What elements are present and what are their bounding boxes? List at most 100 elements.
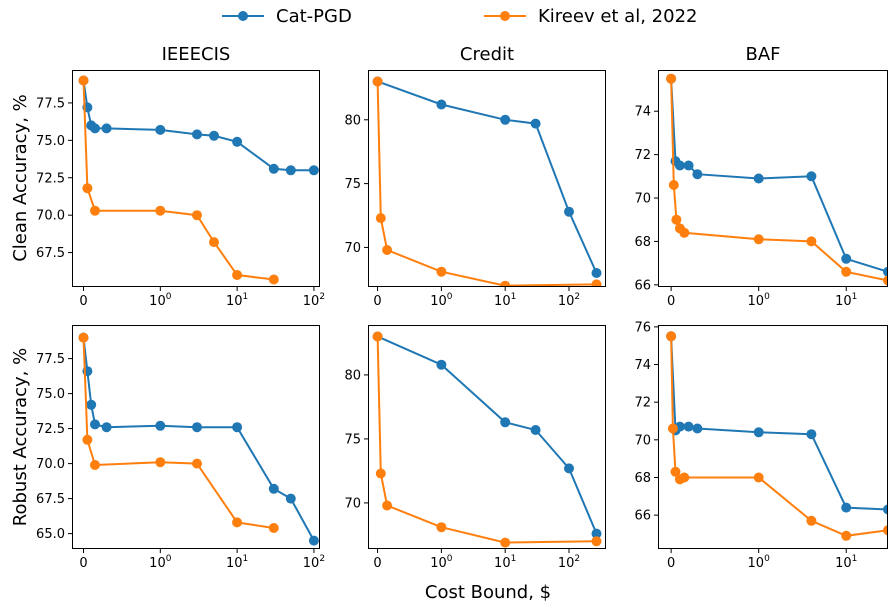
data-point xyxy=(382,500,393,511)
data-point xyxy=(82,434,93,445)
series-line xyxy=(670,336,888,511)
x-tick-label: 101 xyxy=(835,292,857,309)
data-point xyxy=(753,173,764,184)
data-point xyxy=(753,427,764,438)
legend-label: Cat-PGD xyxy=(276,6,352,27)
data-point xyxy=(683,160,694,171)
y-tick-label: 66 xyxy=(634,509,651,524)
x-tick-label: 102 xyxy=(558,292,580,309)
y-tick-label: 75.0 xyxy=(36,134,65,149)
data-point xyxy=(674,160,685,171)
data-point xyxy=(268,274,279,285)
y-tick-label: 67.5 xyxy=(36,246,65,261)
data-point xyxy=(591,528,602,539)
axes-frame xyxy=(368,325,606,549)
data-point xyxy=(90,123,100,134)
data-point xyxy=(841,530,852,541)
data-point xyxy=(155,205,166,216)
y-tick-label: 66 xyxy=(634,278,651,293)
series-kireev xyxy=(78,75,279,285)
data-point xyxy=(209,237,219,248)
x-tick-label: 100 xyxy=(748,292,771,309)
data-point xyxy=(692,169,703,180)
x-tick-label: 102 xyxy=(303,292,325,309)
panel-title: IEEECIS xyxy=(162,44,231,65)
data-point xyxy=(308,535,319,546)
y-tick-label: 74 xyxy=(634,358,651,373)
panel-title: BAF xyxy=(745,44,780,65)
data-point xyxy=(86,399,97,410)
data-point xyxy=(232,270,243,280)
data-point xyxy=(375,213,386,224)
panel-baf-robust: 66 68 70 72 74 76 0 100 101 xyxy=(634,320,888,571)
data-point xyxy=(155,124,166,135)
data-point xyxy=(436,99,447,110)
data-point xyxy=(841,266,852,277)
data-point xyxy=(375,468,386,479)
data-point xyxy=(232,422,243,433)
data-point xyxy=(666,331,677,342)
data-point xyxy=(530,425,541,435)
y-tick-label: 72 xyxy=(634,148,651,163)
axes-frame xyxy=(72,325,320,549)
data-point xyxy=(591,536,602,547)
data-point xyxy=(500,417,511,428)
data-point xyxy=(155,420,166,431)
series-kireev xyxy=(78,332,279,533)
series-line xyxy=(670,336,888,537)
series-line xyxy=(670,78,888,273)
x-tick-label: 0 xyxy=(667,556,675,571)
y-tick-label: 72.5 xyxy=(36,171,65,186)
series-cat-pgd xyxy=(372,76,602,278)
y-tick-label: 80 xyxy=(344,113,361,128)
data-point xyxy=(668,180,679,190)
data-point xyxy=(679,472,690,483)
data-point xyxy=(806,429,817,440)
panel-ieeecis-robust: 65.0 67.5 70.0 72.5 75.0 77.5 0 100 101 102 xyxy=(36,325,325,571)
x-tick-label: 102 xyxy=(558,554,580,571)
series-line xyxy=(376,336,597,544)
data-point xyxy=(692,423,703,434)
panel-title: Credit xyxy=(460,44,514,65)
x-tick-label: 101 xyxy=(835,554,857,571)
x-tick-label: 100 xyxy=(430,554,453,571)
y-tick-label: 70 xyxy=(344,241,361,256)
data-point xyxy=(667,423,678,434)
x-tick-label: 101 xyxy=(226,554,248,571)
data-point xyxy=(78,332,89,343)
x-tick-label: 0 xyxy=(79,556,87,571)
data-point xyxy=(82,183,93,194)
y-axis-label-clean: Clean Accuracy, % xyxy=(10,94,31,262)
series-kireev xyxy=(372,331,602,548)
x-tick-label: 100 xyxy=(149,292,172,309)
series-line xyxy=(82,80,274,281)
data-point xyxy=(679,227,690,238)
data-point xyxy=(372,76,383,87)
data-point xyxy=(500,537,511,548)
x-tick-label: 0 xyxy=(79,294,87,309)
series-kireev xyxy=(372,76,602,287)
data-point xyxy=(564,463,574,474)
data-point xyxy=(753,472,764,483)
axes-frame xyxy=(658,325,888,549)
data-point xyxy=(436,359,447,370)
data-point xyxy=(436,522,447,533)
x-tick-label: 0 xyxy=(373,556,381,571)
y-tick-label: 65.0 xyxy=(36,527,65,542)
panel-ieeecis-clean: 67.5 70.0 72.5 75.0 77.5 0 100 101 102 IEEECIS xyxy=(36,44,325,309)
data-point xyxy=(883,266,888,277)
series-cat-pgd xyxy=(666,331,888,515)
panel-baf-clean: 66 68 70 72 74 0 100 101 BAF xyxy=(634,44,888,309)
panels: 67.570.072.575.077.50 100 101 102IEEECIS707… xyxy=(36,44,888,571)
y-tick-label: 70 xyxy=(634,433,651,448)
x-tick-label: 100 xyxy=(149,554,172,571)
legend: Cat-PGD Kireev et al, 2022 xyxy=(222,6,697,27)
legend-label: Kireev et al, 2022 xyxy=(538,6,697,27)
data-point xyxy=(192,422,202,433)
data-point xyxy=(268,483,279,494)
data-point xyxy=(591,279,602,287)
series-line xyxy=(670,78,888,282)
y-tick-label: 75 xyxy=(344,432,361,447)
axes-frame xyxy=(72,70,320,287)
y-tick-label: 75 xyxy=(344,177,361,192)
